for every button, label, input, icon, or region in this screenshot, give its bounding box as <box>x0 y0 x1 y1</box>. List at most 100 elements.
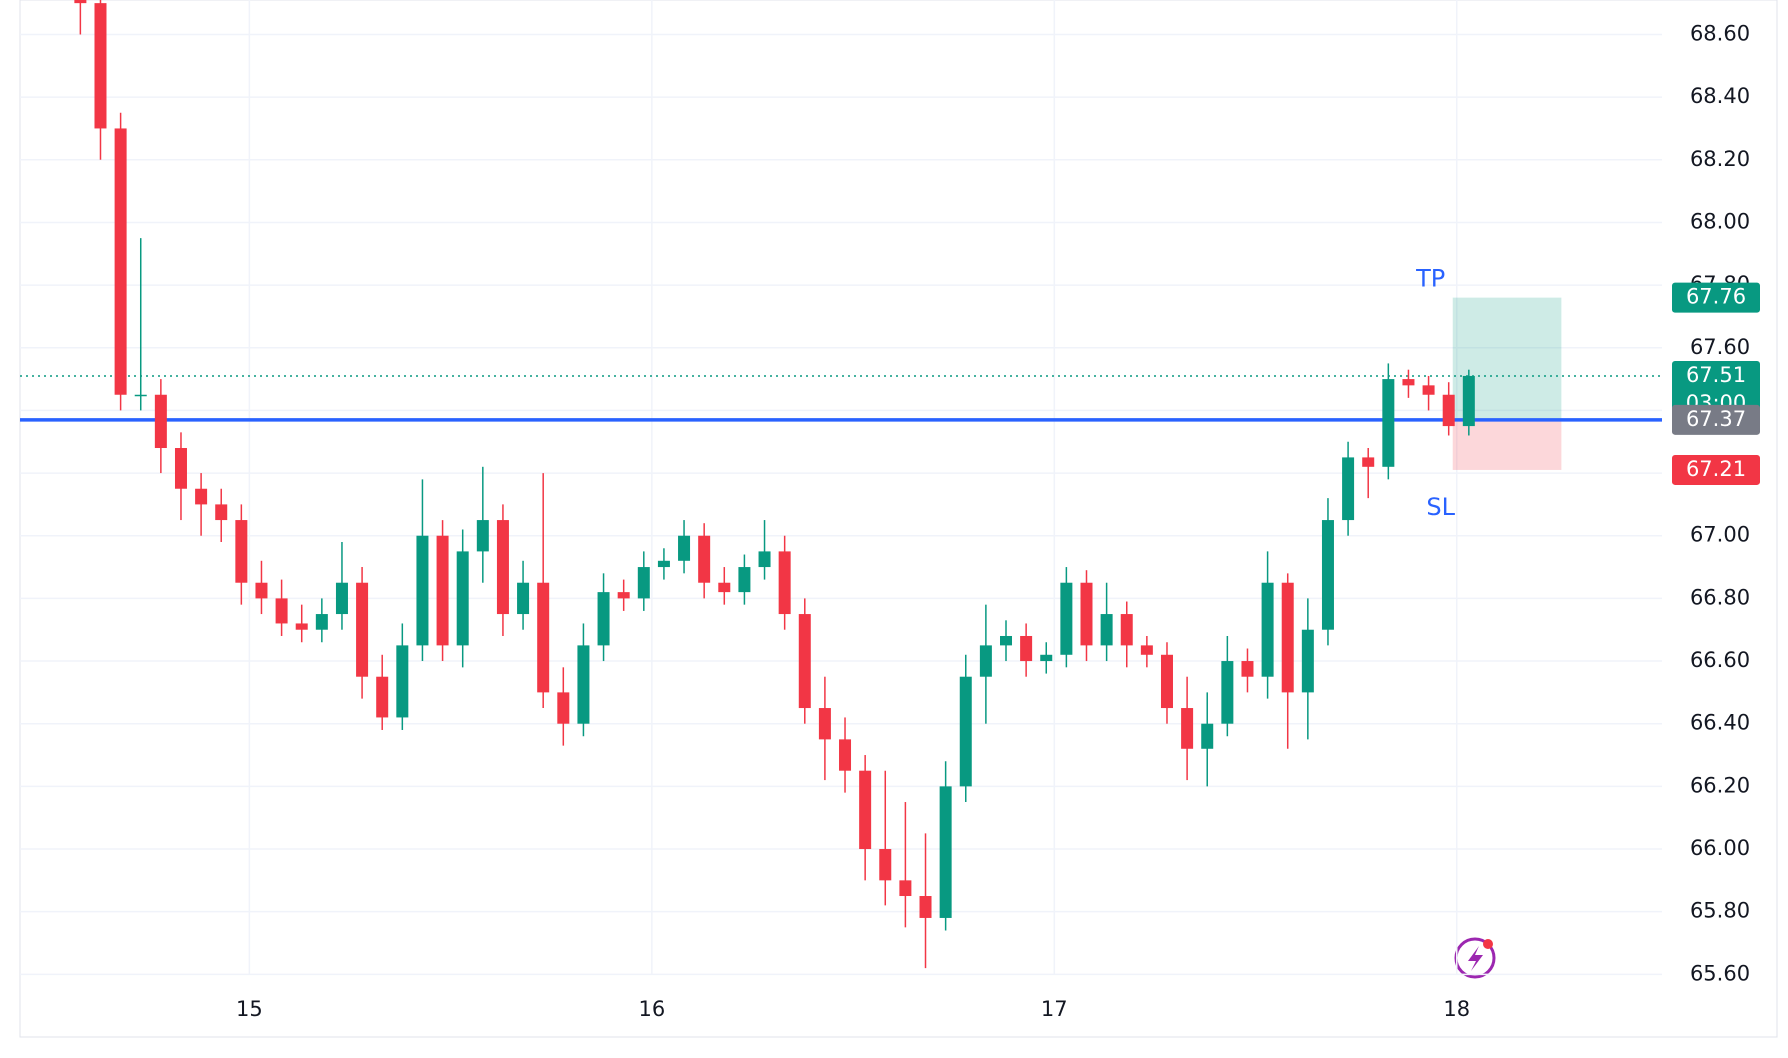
candle-body <box>778 551 791 615</box>
candle-body <box>537 582 550 693</box>
candle-body <box>496 520 509 615</box>
candle-body <box>959 676 972 787</box>
candle-body <box>396 645 409 718</box>
y-tick-label: 66.40 <box>1690 711 1750 735</box>
take-profit-tag-label: 67.76 <box>1686 285 1746 309</box>
last-price-tag-label: 67.51 <box>1686 363 1746 387</box>
candle-body <box>1040 654 1053 662</box>
last-price-tag <box>1672 360 1760 419</box>
candle-body <box>1342 457 1355 521</box>
level-tag <box>1672 404 1760 435</box>
candle-body <box>657 560 670 568</box>
stop-loss-tag <box>1672 454 1760 485</box>
tp-label: TP <box>1415 265 1445 293</box>
candle-body <box>1120 614 1133 646</box>
y-tick-label: 66.20 <box>1690 773 1750 797</box>
candle-body <box>376 676 389 718</box>
candle-body <box>859 770 872 850</box>
chart-frame <box>19 0 1778 1038</box>
candle-body <box>1100 614 1113 646</box>
candle-body <box>577 645 590 724</box>
y-tick-label: 66.80 <box>1690 585 1750 609</box>
y-tick-label: 68.60 <box>1690 21 1750 45</box>
candle-body <box>899 880 912 897</box>
candle-body <box>1201 723 1214 749</box>
candle-body <box>1080 582 1093 646</box>
candle-body <box>295 623 308 630</box>
candle-body <box>134 394 147 397</box>
candle-body <box>154 394 167 449</box>
candle-body <box>919 896 932 918</box>
candle-body <box>839 739 852 771</box>
x-tick-label: 17 <box>1041 997 1068 1021</box>
take-profit-tag <box>1672 282 1760 313</box>
candle-body <box>215 504 228 521</box>
candle-body <box>1301 629 1314 693</box>
candle-body <box>1442 394 1455 427</box>
candle-body <box>275 598 288 624</box>
stop-loss-zone <box>1452 419 1562 470</box>
candle-body <box>456 551 469 646</box>
candle-body <box>1422 385 1435 395</box>
candle-body <box>1160 654 1173 709</box>
candle-body <box>195 488 208 505</box>
candle-body <box>1241 661 1254 677</box>
candle-body <box>1402 379 1415 386</box>
y-tick-label: 65.80 <box>1690 899 1750 923</box>
candle-body <box>979 645 992 677</box>
candle-body <box>114 128 127 395</box>
y-tick-label: 66.00 <box>1690 836 1750 860</box>
candle-body <box>557 692 570 724</box>
candle-body <box>335 582 348 615</box>
candle-body <box>1140 645 1153 655</box>
candle-body <box>798 614 811 709</box>
candle-body <box>1181 708 1194 749</box>
y-tick-label: 65.60 <box>1690 961 1750 985</box>
y-tick-label: 68.00 <box>1690 209 1750 233</box>
candle-body <box>1362 457 1375 467</box>
y-tick-label: 68.20 <box>1690 147 1750 171</box>
candle-body <box>517 582 530 615</box>
candle-body <box>818 708 831 740</box>
candle-body <box>678 535 691 561</box>
candle-body <box>1261 582 1274 677</box>
candle-body <box>617 592 630 599</box>
candle-body <box>94 3 107 129</box>
y-tick-label: 66.60 <box>1690 648 1750 672</box>
level-tag-label: 67.37 <box>1686 407 1746 431</box>
x-tick-label: 16 <box>638 997 665 1021</box>
candle-body <box>1462 375 1475 427</box>
candle-body <box>174 448 187 489</box>
candle-body <box>738 567 751 593</box>
candle-body <box>356 582 369 677</box>
candle-body <box>416 535 429 646</box>
candle-body <box>698 535 711 583</box>
sl-label: SL <box>1426 493 1455 521</box>
candle-body <box>718 582 731 593</box>
candle-body <box>939 786 952 918</box>
candle-body <box>255 582 268 599</box>
candle-body <box>315 614 328 630</box>
candle-body <box>74 0 87 4</box>
candle-body <box>1060 582 1073 655</box>
candle-body <box>879 849 892 881</box>
x-tick-label: 18 <box>1443 997 1470 1021</box>
candle-body <box>1221 661 1234 724</box>
x-tick-label: 15 <box>236 997 263 1021</box>
candle-body <box>637 567 650 599</box>
y-tick-label: 67.00 <box>1690 523 1750 547</box>
y-tick-label: 68.40 <box>1690 84 1750 108</box>
candle-body <box>1281 582 1294 693</box>
candle-body <box>758 551 771 568</box>
realtime-icon <box>1454 937 1496 979</box>
stop-loss-tag-label: 67.21 <box>1686 457 1746 481</box>
candle-body <box>597 592 610 646</box>
y-tick-label: 67.60 <box>1690 335 1750 359</box>
candle-body <box>1382 379 1395 467</box>
candle-body <box>1000 635 1013 646</box>
candle-body <box>1321 520 1334 630</box>
candle-body <box>476 520 489 552</box>
candle-body <box>1020 635 1033 662</box>
candle-body <box>436 535 449 646</box>
